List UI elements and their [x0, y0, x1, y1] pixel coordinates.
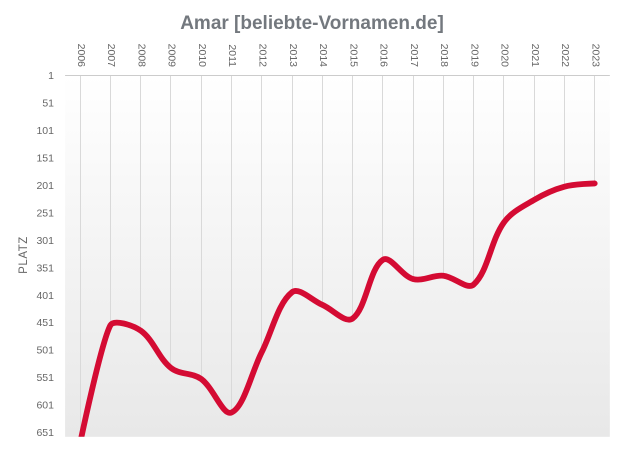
svg-text:301: 301: [36, 235, 54, 247]
svg-text:2008: 2008: [135, 44, 147, 68]
svg-text:151: 151: [36, 152, 54, 164]
svg-text:451: 451: [36, 317, 54, 329]
svg-text:2015: 2015: [347, 44, 359, 68]
svg-text:51: 51: [42, 97, 54, 109]
svg-text:2009: 2009: [166, 44, 178, 68]
svg-text:2017: 2017: [408, 44, 420, 68]
svg-text:PLATZ: PLATZ: [18, 236, 30, 274]
svg-text:2012: 2012: [256, 44, 268, 68]
svg-text:551: 551: [36, 372, 54, 384]
svg-text:2011: 2011: [226, 44, 238, 67]
svg-text:2016: 2016: [378, 44, 390, 68]
svg-text:2013: 2013: [287, 44, 299, 68]
svg-text:Amar [beliebte-Vornamen.de]: Amar [beliebte-Vornamen.de]: [180, 13, 444, 34]
svg-text:201: 201: [36, 180, 54, 192]
svg-text:2021: 2021: [529, 44, 541, 68]
svg-text:501: 501: [36, 345, 54, 357]
svg-text:2014: 2014: [317, 44, 329, 68]
svg-text:401: 401: [36, 290, 54, 302]
svg-text:1: 1: [48, 70, 54, 82]
svg-text:2023: 2023: [589, 44, 601, 68]
svg-text:2022: 2022: [559, 44, 571, 68]
svg-text:351: 351: [36, 262, 54, 274]
svg-text:651: 651: [36, 427, 54, 439]
svg-text:601: 601: [36, 400, 54, 412]
svg-text:2019: 2019: [468, 44, 480, 68]
svg-text:251: 251: [36, 207, 54, 219]
svg-text:2020: 2020: [499, 44, 511, 68]
svg-text:2018: 2018: [438, 44, 450, 68]
svg-text:2007: 2007: [105, 44, 117, 68]
svg-text:2006: 2006: [75, 44, 87, 68]
svg-text:2010: 2010: [196, 44, 208, 68]
svg-text:101: 101: [36, 125, 54, 137]
